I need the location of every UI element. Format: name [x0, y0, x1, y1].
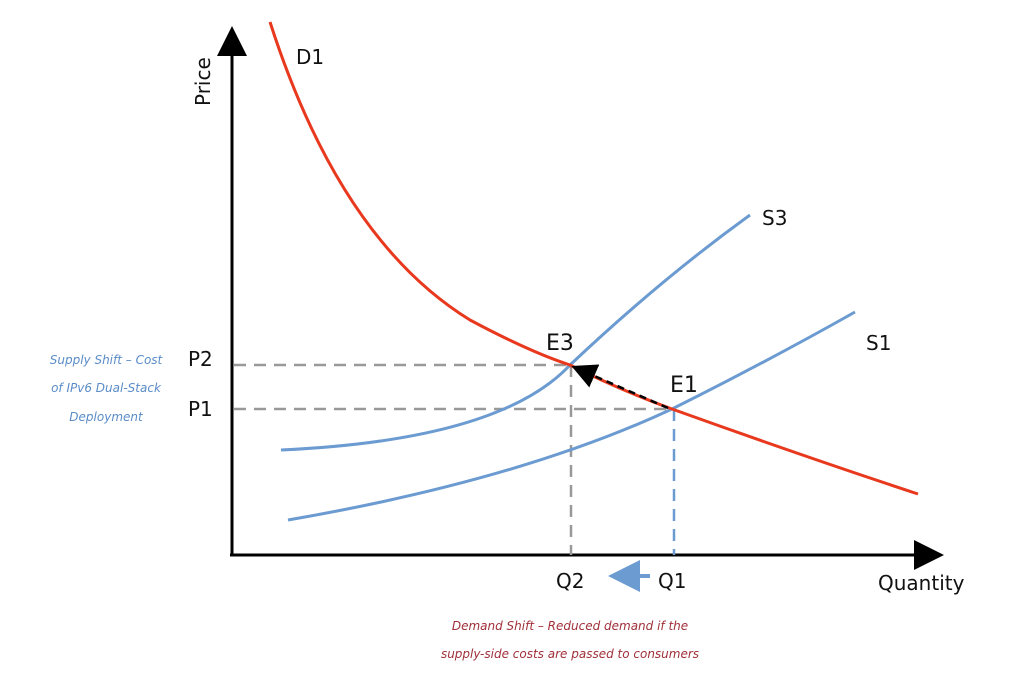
supply-curve-s1	[287, 310, 856, 522]
demand-shift-note-line2: supply-side costs are passed to consumer…	[441, 647, 699, 661]
p1-label: P1	[188, 397, 213, 421]
supply-shift-note-line2: of IPv6 Dual-Stack	[51, 381, 162, 395]
q1-label: Q1	[658, 569, 686, 593]
p2-label: P2	[188, 347, 213, 371]
y-axis-label: Price	[191, 57, 215, 106]
demand-shift-note-line1: Demand Shift – Reduced demand if the	[452, 619, 688, 633]
x-axis-label: Quantity	[878, 571, 965, 595]
supply-shift-note-line1: Supply Shift – Cost	[50, 353, 164, 367]
supply-shift-note-line3: Deployment	[69, 410, 144, 424]
s1-label: S1	[866, 331, 891, 355]
supply-curve-s3	[280, 213, 751, 452]
q2-label: Q2	[556, 569, 584, 593]
e1-label: E1	[670, 373, 698, 398]
demand-curve-d1	[268, 21, 919, 496]
demand-label: D1	[296, 45, 324, 69]
e3-label: E3	[546, 331, 574, 356]
equilibrium-shift-arrow	[571, 364, 669, 410]
s3-label: S3	[762, 206, 787, 230]
